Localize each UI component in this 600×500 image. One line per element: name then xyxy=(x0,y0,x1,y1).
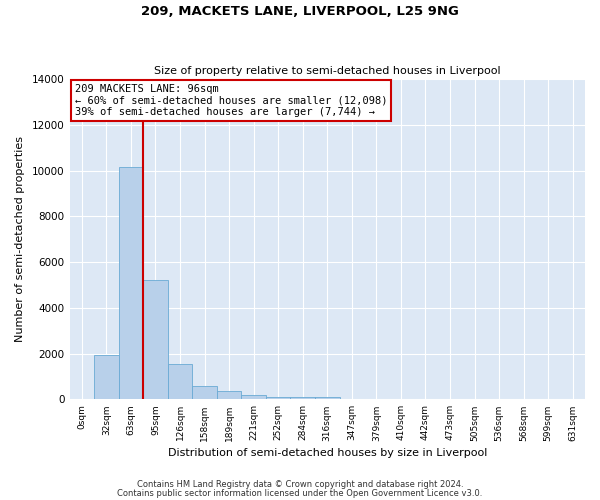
Text: Contains public sector information licensed under the Open Government Licence v3: Contains public sector information licen… xyxy=(118,488,482,498)
Bar xyxy=(290,397,315,400)
Bar xyxy=(94,354,119,400)
Bar xyxy=(315,397,340,400)
Bar xyxy=(143,280,168,400)
Bar xyxy=(168,364,192,400)
Text: Contains HM Land Registry data © Crown copyright and database right 2024.: Contains HM Land Registry data © Crown c… xyxy=(137,480,463,489)
Bar xyxy=(241,394,266,400)
Y-axis label: Number of semi-detached properties: Number of semi-detached properties xyxy=(15,136,25,342)
Bar xyxy=(217,392,241,400)
Text: 209 MACKETS LANE: 96sqm
← 60% of semi-detached houses are smaller (12,098)
39% o: 209 MACKETS LANE: 96sqm ← 60% of semi-de… xyxy=(75,84,387,117)
Bar xyxy=(119,167,143,400)
Bar xyxy=(266,397,290,400)
Title: Size of property relative to semi-detached houses in Liverpool: Size of property relative to semi-detach… xyxy=(154,66,500,76)
Text: 209, MACKETS LANE, LIVERPOOL, L25 9NG: 209, MACKETS LANE, LIVERPOOL, L25 9NG xyxy=(141,5,459,18)
Bar xyxy=(192,386,217,400)
X-axis label: Distribution of semi-detached houses by size in Liverpool: Distribution of semi-detached houses by … xyxy=(167,448,487,458)
